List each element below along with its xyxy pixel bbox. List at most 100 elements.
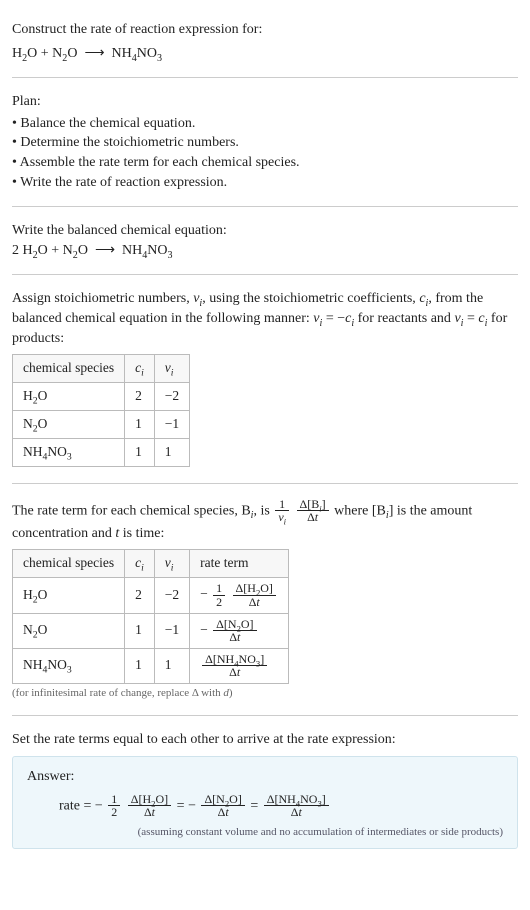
rate-footnote: (for infinitesimal rate of change, repla… [12, 686, 518, 701]
neg-sign: − [188, 798, 196, 813]
fraction: 1 2 [108, 793, 120, 819]
rateterm-intro-text: is time: [119, 526, 164, 541]
plan-item: Balance the chemical equation. [12, 114, 518, 134]
fraction: Δ[NH4NO3] Δt [202, 653, 267, 679]
cell-species: NH4NO3 [13, 648, 125, 683]
intro-line: Construct the rate of reaction expressio… [12, 20, 518, 40]
cell-ci: 1 [125, 648, 155, 683]
neg-sign: − [95, 798, 103, 813]
balanced-title: Write the balanced chemical equation: [12, 221, 518, 241]
rate-label: rate = [59, 798, 95, 813]
frac-num: 1 [108, 793, 120, 807]
frac-num: Δ[H2O] [128, 793, 171, 807]
cell-species: NH4NO3 [13, 438, 125, 466]
col-species: chemical species [13, 550, 125, 578]
divider [12, 206, 518, 207]
answer-label: Answer: [27, 767, 503, 787]
fraction: Δ[N2O] Δt [213, 618, 256, 644]
divider [12, 483, 518, 484]
cell-vi: −1 [154, 410, 189, 438]
table-row: H2O 2 −2 − 1 2 Δ[H2O] Δt [13, 578, 289, 613]
fraction: Δ[H2O] Δt [128, 793, 171, 819]
cell-ci: 2 [125, 383, 155, 411]
equals: = [177, 798, 188, 813]
table-row: N2O 1 −1 [13, 410, 190, 438]
neg-sign: − [200, 622, 208, 637]
intro-section: Construct the rate of reaction expressio… [12, 12, 518, 71]
frac-num: 1 [213, 582, 225, 596]
final-title: Set the rate terms equal to each other t… [12, 730, 518, 750]
answer-footnote: (assuming constant volume and no accumul… [27, 825, 503, 840]
frac-num: Δ[NH4NO3] [264, 793, 329, 807]
fraction: Δ[Bi] Δt [297, 498, 329, 524]
plan-item: Determine the stoichiometric numbers. [12, 133, 518, 153]
cell-species: N2O [13, 613, 125, 648]
rate-expression: rate = − 1 2 Δ[H2O] Δt = − Δ[N2O] Δt = Δ… [27, 793, 503, 819]
balanced-section: Write the balanced chemical equation: 2 … [12, 213, 518, 268]
unbalanced-equation: H2O + N2O ⟶ NH4NO3 [12, 44, 518, 64]
frac-den: Δt [213, 631, 256, 644]
frac-num: Δ[N2O] [213, 618, 256, 632]
final-section: Set the rate terms equal to each other t… [12, 722, 518, 857]
frac-den: Δt [297, 511, 329, 524]
frac-den: 2 [213, 596, 225, 609]
frac-num: Δ[Bi] [297, 498, 329, 512]
cell-vi: −2 [154, 578, 189, 613]
table-row: NH4NO3 1 1 Δ[NH4NO3] Δt [13, 648, 289, 683]
divider [12, 715, 518, 716]
col-ci: ci [125, 550, 155, 578]
plan-title: Plan: [12, 92, 518, 112]
cell-ci: 2 [125, 578, 155, 613]
plan-item: Assemble the rate term for each chemical… [12, 153, 518, 173]
fraction: Δ[H2O] Δt [233, 582, 276, 608]
divider [12, 274, 518, 275]
stoich-section: Assign stoichiometric numbers, νi, using… [12, 281, 518, 476]
frac-den: Δt [201, 806, 244, 819]
frac-den: νi [275, 511, 289, 524]
fraction: Δ[NH4NO3] Δt [264, 793, 329, 819]
fraction: 1 νi [275, 498, 289, 524]
frac-num: Δ[NH4NO3] [202, 653, 267, 667]
frac-den: Δt [233, 596, 276, 609]
rateterm-intro-text: The rate term for each chemical species,… [12, 503, 251, 518]
col-species: chemical species [13, 355, 125, 383]
cell-rate: Δ[NH4NO3] Δt [190, 648, 289, 683]
cell-vi: 1 [154, 438, 189, 466]
fraction: Δ[N2O] Δt [201, 793, 244, 819]
cell-vi: −1 [154, 613, 189, 648]
answer-box: Answer: rate = − 1 2 Δ[H2O] Δt = − Δ[N2O… [12, 756, 518, 849]
cell-ci: 1 [125, 438, 155, 466]
table-row: NH4NO3 1 1 [13, 438, 190, 466]
table-header-row: chemical species ci νi rate term [13, 550, 289, 578]
rateterm-intro-text: where [B [334, 503, 386, 518]
plan-section: Plan: Balance the chemical equation. Det… [12, 84, 518, 200]
rateterm-intro: The rate term for each chemical species,… [12, 498, 518, 544]
equals: = [250, 798, 261, 813]
divider [12, 77, 518, 78]
rate-table: chemical species ci νi rate term H2O 2 −… [12, 549, 289, 683]
cell-ci: 1 [125, 613, 155, 648]
cell-vi: −2 [154, 383, 189, 411]
plan-item: Write the rate of reaction expression. [12, 173, 518, 193]
frac-den: Δt [202, 666, 267, 679]
fraction: 1 2 [213, 582, 225, 608]
table-row: H2O 2 −2 [13, 383, 190, 411]
cell-species: H2O [13, 383, 125, 411]
cell-vi: 1 [154, 648, 189, 683]
cell-rate: − 1 2 Δ[H2O] Δt [190, 578, 289, 613]
cell-rate: − Δ[N2O] Δt [190, 613, 289, 648]
stoich-intro: Assign stoichiometric numbers, νi, using… [12, 289, 518, 348]
frac-num: Δ[H2O] [233, 582, 276, 596]
plan-list: Balance the chemical equation. Determine… [12, 114, 518, 192]
frac-den: 2 [108, 806, 120, 819]
col-vi: νi [154, 550, 189, 578]
cell-ci: 1 [125, 410, 155, 438]
col-vi: νi [154, 355, 189, 383]
frac-den: Δt [264, 806, 329, 819]
rateterm-section: The rate term for each chemical species,… [12, 490, 518, 710]
balanced-equation: 2 H2O + N2O ⟶ NH4NO3 [12, 241, 518, 261]
col-rate: rate term [190, 550, 289, 578]
cell-species: N2O [13, 410, 125, 438]
neg-sign: − [200, 587, 208, 602]
col-ci: ci [125, 355, 155, 383]
